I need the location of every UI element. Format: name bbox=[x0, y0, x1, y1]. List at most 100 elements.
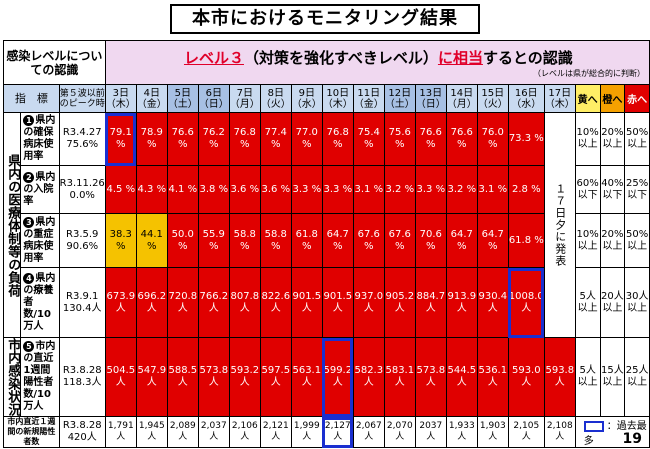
value-cell: 766.2 人 bbox=[197, 267, 230, 338]
level-desc: （対策を強化すべきレベル） bbox=[243, 48, 438, 67]
value-cell: 76.6 % bbox=[414, 112, 447, 166]
threshold-cell: 20% 以上 bbox=[599, 213, 626, 268]
value-cell: 61.8 % bbox=[290, 213, 323, 268]
date-day: 7日 bbox=[236, 87, 253, 99]
count-cell: 2,089 人 bbox=[166, 416, 199, 448]
date-day: 8日 bbox=[267, 87, 284, 99]
value-cell: 64.7 % bbox=[445, 213, 478, 268]
date-day: 11日 bbox=[357, 87, 381, 99]
date-day: 10日 bbox=[326, 87, 350, 99]
threshold-cell: 50% 以上 bbox=[624, 112, 650, 166]
date-header-16日: 16日 （水） bbox=[507, 84, 545, 113]
value-cell: 547.9 人 bbox=[135, 337, 168, 417]
red-threshold-header: 赤へ bbox=[624, 84, 650, 113]
value-cell: 67.6 % bbox=[383, 213, 416, 268]
date-header-7日: 7日 （月） bbox=[228, 84, 261, 113]
indicator-label: 県内の重症病床使用率 bbox=[23, 216, 56, 264]
date-day: 17日 bbox=[548, 87, 572, 99]
value-cell: 588.5 人 bbox=[166, 337, 199, 417]
value-cell: 3.2 % bbox=[445, 165, 478, 214]
value-cell: 913.9 人 bbox=[445, 267, 478, 338]
value-cell: 1008.0 人 bbox=[507, 267, 545, 338]
indicator-label: 県内の入院率 bbox=[23, 171, 56, 207]
date-weekday: （木） bbox=[544, 98, 575, 110]
threshold-cell: 50% 以上 bbox=[624, 213, 650, 268]
value-cell: 901.5 人 bbox=[321, 267, 354, 338]
date-weekday: （木） bbox=[322, 98, 353, 110]
count-cell: 1,903 人 bbox=[476, 416, 509, 448]
threshold-cell: 30人 以上 bbox=[624, 267, 650, 338]
level-suffix: するとの認識 bbox=[482, 48, 573, 67]
value-cell: 597.5 人 bbox=[259, 337, 292, 417]
value-cell: 4.5 % bbox=[104, 165, 137, 214]
threshold-cell: 5人 以上 bbox=[574, 337, 601, 417]
peak-value: R3.9.1 130.4人 bbox=[58, 267, 106, 338]
date-header-14日: 14日 （月） bbox=[445, 84, 478, 113]
date-day: 4日 bbox=[143, 87, 160, 99]
indicator-label: 県内の療養者数/10万人 bbox=[23, 272, 56, 332]
count-row-label: 市内直近１週間の新規陽性者数 bbox=[3, 416, 60, 448]
value-cell: 720.8 人 bbox=[166, 267, 199, 338]
value-cell: 75.4 % bbox=[352, 112, 385, 166]
value-cell: 67.6 % bbox=[352, 213, 385, 268]
value-cell: 901.5 人 bbox=[290, 267, 323, 338]
value-cell: 583.1 人 bbox=[383, 337, 416, 417]
value-cell: 822.6 人 bbox=[259, 267, 292, 338]
value-cell: 58.8 % bbox=[259, 213, 292, 268]
peak-value: R3.11.26 0.0% bbox=[58, 165, 106, 214]
orange-threshold-header: 橙へ bbox=[599, 84, 626, 113]
value-cell: 504.5 人 bbox=[104, 337, 137, 417]
peak-value: R3.5.9 90.6% bbox=[58, 213, 106, 268]
value-cell: 807.8 人 bbox=[228, 267, 261, 338]
category-medical: 県内の医療体制等の負荷 bbox=[2, 112, 22, 338]
date-day: 15日 bbox=[481, 87, 505, 99]
indicator-label: 県内の確保病床使用率 bbox=[23, 115, 56, 162]
value-cell: 44.1 % bbox=[135, 213, 168, 268]
date-header-3日: 3日 （木） bbox=[104, 84, 137, 113]
count-cell: 1,933 人 bbox=[445, 416, 478, 448]
legend-text: ：過去最多 bbox=[583, 421, 647, 447]
indicator-3: 3 県内の重症病床使用率 bbox=[20, 213, 60, 268]
threshold-cell: 15人 以上 bbox=[599, 337, 626, 417]
value-cell: 79.1 % bbox=[104, 112, 137, 166]
value-cell: 4.1 % bbox=[166, 165, 199, 214]
value-cell: 55.9 % bbox=[197, 213, 230, 268]
date-day: 3日 bbox=[112, 87, 129, 99]
count-cell: 1,999 人 bbox=[290, 416, 323, 448]
date-day: 13日 bbox=[419, 87, 443, 99]
count-cell: 2,037 人 bbox=[197, 416, 230, 448]
indicator-number-icon: 1 bbox=[23, 115, 35, 126]
count-cell: 2,070 人 bbox=[383, 416, 416, 448]
date-header-15日: 15日 （火） bbox=[476, 84, 509, 113]
level-note: （レベルは県が総合的に判断） bbox=[533, 68, 645, 78]
level-text: レベル３ bbox=[183, 48, 244, 67]
date-header-12日: 12日 （土） bbox=[383, 84, 416, 113]
threshold-cell: 10% 以上 bbox=[574, 112, 601, 166]
count-cell: 1,945 人 bbox=[135, 416, 168, 448]
count-cell: 2,127 人 bbox=[321, 416, 354, 448]
value-cell: 3.6 % bbox=[228, 165, 261, 214]
value-cell: 573.8 人 bbox=[197, 337, 230, 417]
value-cell: 61.8 % bbox=[507, 213, 545, 268]
value-cell: 78.9 % bbox=[135, 112, 168, 166]
date-header-13日: 13日 （日） bbox=[414, 84, 447, 113]
peak-value: R3.8.28 118.3人 bbox=[58, 337, 106, 417]
threshold-cell: 10% 以上 bbox=[574, 213, 601, 268]
date-weekday: （水） bbox=[291, 98, 322, 110]
value-cell: 3.3 % bbox=[290, 165, 323, 214]
date-day: 6日 bbox=[205, 87, 222, 99]
date-weekday: （金） bbox=[353, 98, 384, 110]
value-cell: 38.3 % bbox=[104, 213, 137, 268]
value-cell: 905.2 人 bbox=[383, 267, 416, 338]
legend: ：過去最多 bbox=[574, 416, 650, 448]
value-cell: 3.1 % bbox=[476, 165, 509, 214]
count-cell: 1,791 人 bbox=[104, 416, 137, 448]
value-cell: 544.5 人 bbox=[445, 337, 478, 417]
indicator-number-icon: 2 bbox=[23, 171, 35, 183]
value-cell: 3.6 % bbox=[259, 165, 292, 214]
value-cell: 536.1 人 bbox=[476, 337, 509, 417]
date-header-4日: 4日 （金） bbox=[135, 84, 168, 113]
peak-header: 第５波以前のピーク時 bbox=[58, 84, 106, 113]
value-cell: 73.3 % bbox=[507, 112, 545, 166]
value-cell: 58.8 % bbox=[228, 213, 261, 268]
